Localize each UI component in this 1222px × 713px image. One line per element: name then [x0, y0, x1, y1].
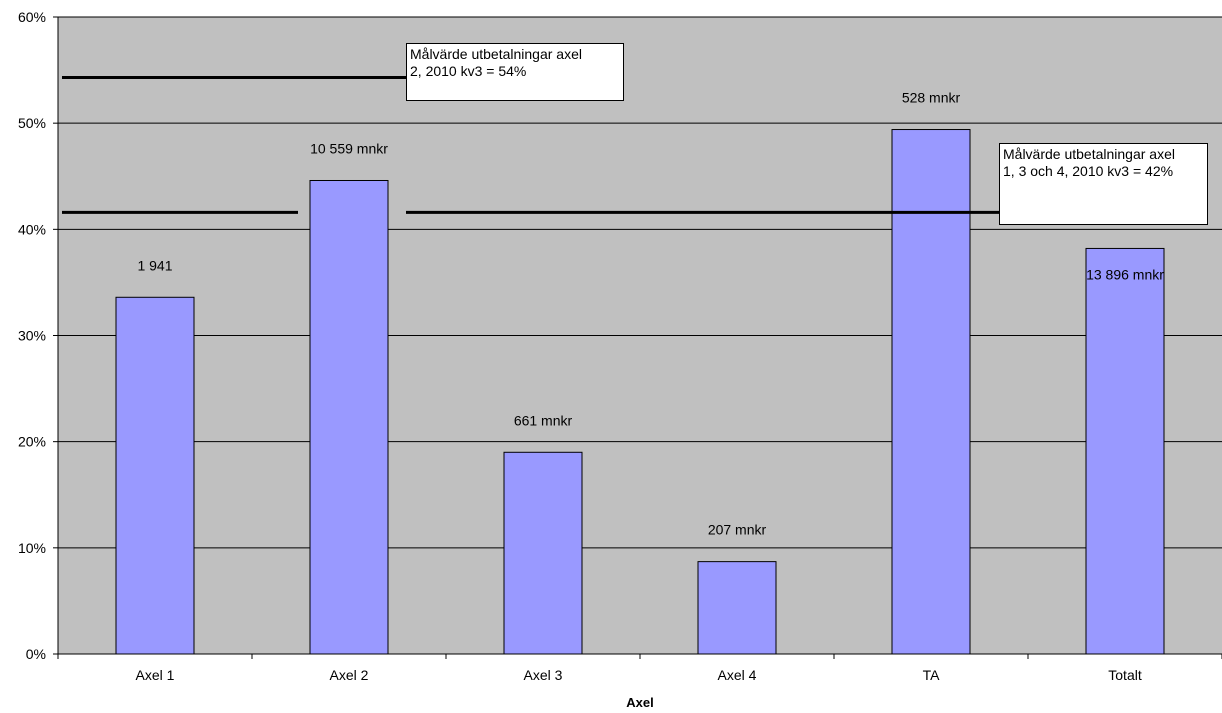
- data-label: 528 mnkr: [902, 90, 961, 106]
- bar: [309, 179, 389, 655]
- data-label: 661 mnkr: [514, 412, 573, 428]
- axes: 0% 10% 20% 30% 40% 50% 60% Axel 1 Axel 2 Axel 3 Ax…: [18, 9, 1222, 683]
- target-note-axel-2: Målvärde utbetalningar axel 2, 2010 kv3 …: [406, 43, 624, 101]
- y-tick-label: 50%: [18, 115, 46, 131]
- y-tick-label: 60%: [18, 9, 46, 25]
- bars: [115, 129, 1165, 655]
- y-tick-label: 30%: [18, 328, 46, 344]
- x-tick-label: Axel 3: [524, 667, 563, 683]
- target-note-axel-1-3-4: Målvärde utbetalningar axel 1, 3 och 4, …: [999, 143, 1208, 225]
- note-line: Målvärde utbetalningar axel: [410, 46, 582, 62]
- x-tick-label: TA: [923, 667, 941, 683]
- data-label: 1 941: [137, 257, 172, 273]
- data-label: 13 896 mnkr: [1086, 266, 1164, 282]
- y-tick-label: 0%: [26, 646, 46, 662]
- bar: [503, 451, 583, 655]
- x-tick-label: Axel 4: [718, 667, 757, 683]
- note-line: 2, 2010 kv3 = 54%: [410, 63, 527, 79]
- note-line: 1, 3 och 4, 2010 kv3 = 42%: [1003, 163, 1174, 179]
- data-labels: 1 941 10 559 mnkr 661 mnkr 207 mnkr 528 mnkr…: [137, 90, 1164, 538]
- data-label: 10 559 mnkr: [310, 140, 388, 156]
- x-tick-label: Axel 2: [330, 667, 369, 683]
- bar: [891, 129, 971, 655]
- y-tick-label: 10%: [18, 540, 46, 556]
- note-line: Målvärde utbetalningar axel: [1003, 146, 1175, 162]
- reference-lines: [62, 76, 999, 214]
- bar: [115, 296, 195, 655]
- x-axis-title: Axel: [626, 695, 653, 710]
- gridlines: [58, 16, 1222, 549]
- x-tick-label: Axel 1: [136, 667, 175, 683]
- x-tick-label: Totalt: [1108, 667, 1142, 683]
- bar: [697, 561, 777, 655]
- bar: [1085, 247, 1165, 655]
- y-tick-label: 40%: [18, 221, 46, 237]
- y-tick-label: 20%: [18, 434, 46, 450]
- data-label: 207 mnkr: [708, 522, 767, 538]
